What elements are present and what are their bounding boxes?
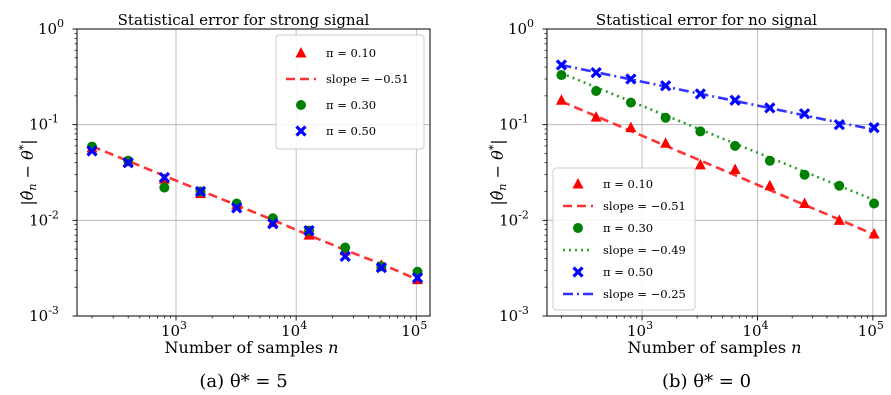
x-tick-label: 103: [161, 319, 187, 340]
data-point: [591, 85, 602, 96]
data-point: [158, 171, 170, 184]
data-point: [729, 163, 741, 174]
figure-caption: (b) θ* = 0: [662, 371, 751, 392]
data-point: [122, 157, 134, 169]
data-point: [267, 218, 279, 230]
legend-marker: [295, 47, 307, 58]
data-point: [303, 225, 315, 237]
data-point: [625, 97, 636, 108]
data-point: [869, 198, 880, 209]
data-point: [375, 262, 388, 274]
legend-label: slope = −0.51: [326, 72, 409, 86]
data-point: [339, 250, 351, 263]
data-point: [798, 108, 811, 120]
legend-box: [552, 167, 696, 311]
x-axis-label: Number of samples n: [628, 338, 802, 357]
y-tick-label: 100: [508, 17, 534, 38]
data-point: [340, 242, 351, 253]
legend-label: π = 0.10: [603, 177, 653, 191]
data-point: [556, 70, 567, 81]
y-tick-label: 10-2: [499, 208, 529, 229]
data-point: [694, 158, 706, 170]
data-point: [590, 111, 602, 122]
data-point: [159, 182, 170, 193]
legend-marker: [573, 223, 583, 233]
data-point: [834, 180, 845, 191]
x-tick-label: 105: [858, 319, 884, 340]
figure-caption: (a) θ* = 5: [199, 371, 287, 392]
y-tick-label: 10-3: [29, 304, 59, 325]
x-tick-label: 104: [742, 319, 768, 340]
y-tick-label: 10-1: [29, 113, 59, 134]
data-point: [555, 59, 568, 71]
y-tick-label: 10-1: [499, 113, 529, 134]
legend-label: π = 0.10: [326, 46, 376, 60]
x-tick-label: 103: [627, 319, 653, 340]
legend-label: slope = −0.25: [603, 287, 686, 301]
data-point: [764, 179, 776, 191]
plot-frame: [546, 28, 887, 317]
legend-label: π = 0.30: [603, 221, 653, 235]
chart-title: Statistical error for strong signal: [118, 11, 370, 29]
y-tick-label: 10-3: [499, 304, 529, 325]
data-point: [695, 126, 706, 137]
legend-label: π = 0.50: [326, 124, 376, 138]
data-point: [868, 227, 880, 239]
data-point: [764, 102, 776, 114]
series-line-5: [561, 63, 875, 131]
data-point: [590, 66, 602, 79]
data-point: [659, 80, 672, 92]
data-point: [86, 145, 98, 157]
data-point: [660, 137, 672, 148]
series-line-1: [91, 145, 419, 281]
panel-0: 103 104 105 10-3 10-2 10-1 100 Statistical erro…: [17, 11, 431, 392]
data-point: [555, 94, 567, 105]
y-tick-label: 100: [38, 17, 64, 38]
data-point: [799, 169, 810, 180]
legend-marker: [296, 100, 306, 110]
data-point: [411, 272, 424, 284]
legend-label: slope = −0.51: [603, 199, 686, 213]
legend-marker: [572, 266, 584, 278]
plot-frame: [76, 28, 431, 317]
data-point: [625, 73, 637, 85]
chart-title: Statistical error for no signal: [596, 11, 817, 29]
data-point: [694, 88, 706, 100]
data-point: [833, 119, 845, 131]
x-axis-label: Number of samples n: [165, 338, 339, 357]
legend-label: slope = −0.49: [603, 243, 686, 257]
data-point: [231, 202, 243, 214]
data-point: [660, 112, 671, 123]
legend-marker: [295, 125, 307, 137]
data-point: [625, 121, 637, 133]
legend-box: [275, 34, 425, 150]
legend-label: π = 0.30: [326, 98, 376, 112]
legend-label: π = 0.50: [603, 265, 653, 279]
legend: π = 0.10 slope = −0.51 π = 0.30 π = 0.50: [275, 34, 425, 150]
y-axis-label: |θ̂n − θ*|: [487, 139, 509, 205]
data-point: [833, 214, 845, 225]
y-axis-label: |θ̂n − θ*|: [17, 139, 39, 205]
data-point: [868, 122, 880, 134]
series-line-1: [560, 100, 875, 236]
y-tick-label: 10-2: [29, 208, 59, 229]
legend-marker: [572, 178, 584, 189]
legend: π = 0.10 slope = −0.51 π = 0.30 slope = −0.…: [552, 167, 696, 311]
data-point: [730, 140, 741, 151]
x-tick-label: 105: [401, 319, 427, 340]
series-line-3: [560, 71, 875, 202]
data-point: [729, 94, 741, 106]
data-point: [764, 155, 775, 166]
panel-1: 103 104 105 10-3 10-2 10-1 100 Statistical erro…: [487, 11, 887, 392]
data-point: [194, 185, 207, 198]
x-tick-label: 104: [281, 319, 307, 340]
data-point: [799, 197, 811, 208]
